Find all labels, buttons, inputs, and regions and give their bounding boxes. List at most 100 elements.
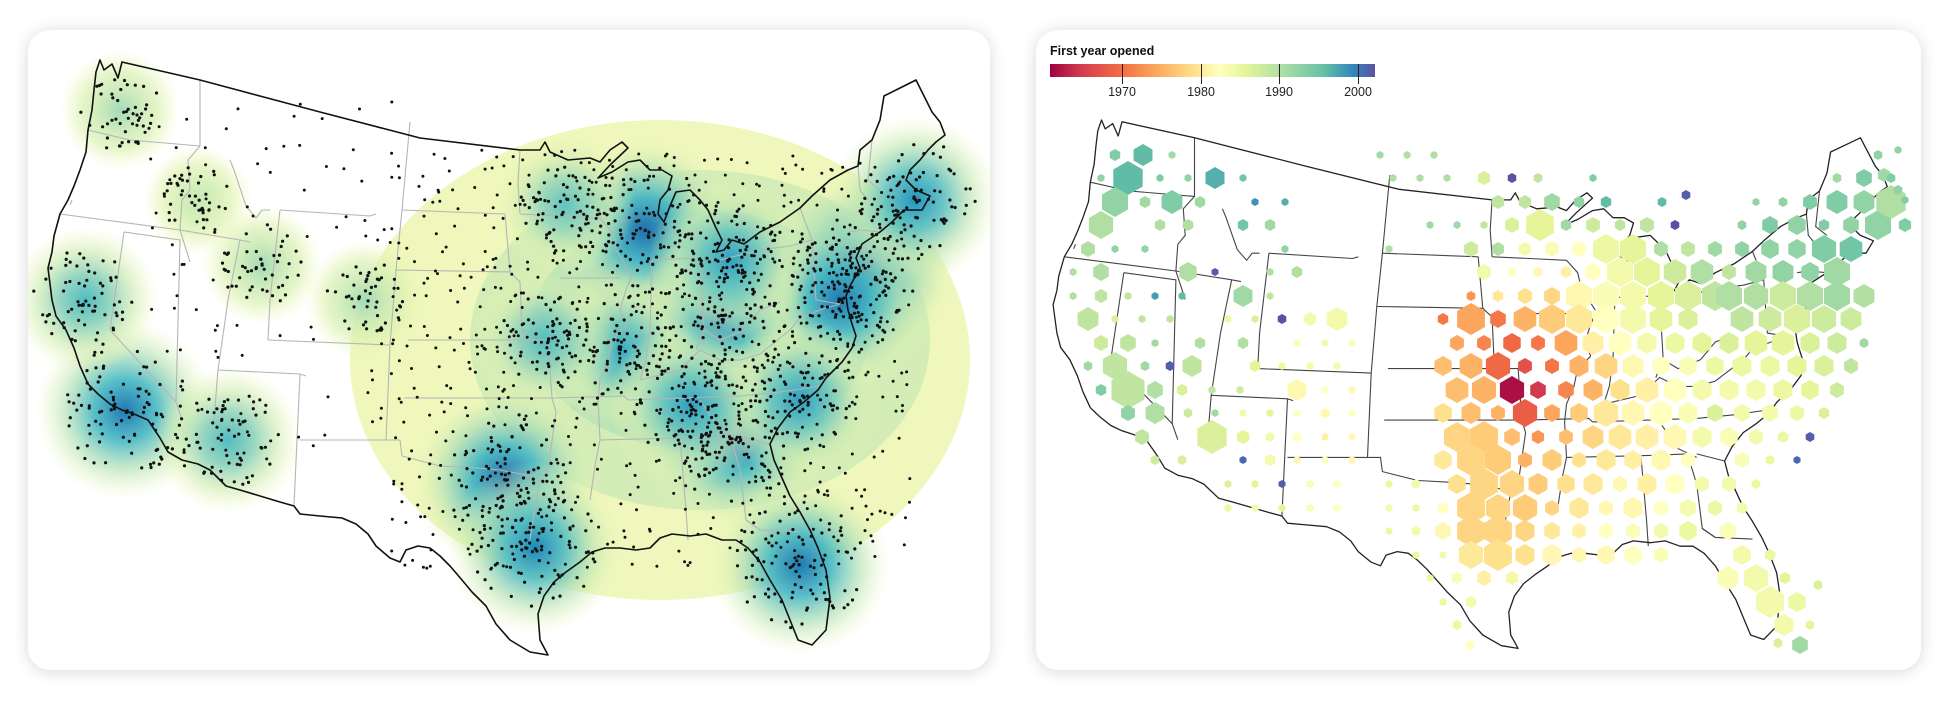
hexbin	[1505, 217, 1519, 233]
location-dot	[241, 482, 245, 486]
location-dot	[747, 445, 751, 449]
hexbin	[1326, 307, 1348, 331]
location-dot	[872, 245, 876, 249]
location-dot	[634, 310, 638, 313]
location-dot	[605, 244, 609, 248]
hexbin	[1679, 356, 1697, 376]
hexbin	[1620, 281, 1646, 311]
location-dot	[593, 560, 597, 564]
location-dot	[737, 422, 740, 426]
location-dot	[806, 447, 810, 451]
location-dot	[853, 547, 857, 551]
hexbin	[1477, 570, 1491, 586]
location-dot	[366, 391, 370, 395]
location-dot	[789, 200, 793, 204]
location-dot	[869, 282, 873, 286]
hexbin	[1720, 522, 1736, 540]
location-dot	[481, 504, 485, 509]
location-dot	[802, 500, 806, 504]
location-dot	[717, 314, 721, 318]
location-dot	[562, 370, 566, 374]
location-dot	[622, 183, 626, 187]
location-dot	[147, 126, 151, 130]
hexbin	[1570, 403, 1588, 423]
location-dot	[357, 296, 361, 300]
location-dot	[170, 447, 174, 451]
hexbin	[1183, 408, 1193, 418]
location-dot	[98, 281, 102, 285]
location-dot	[180, 178, 185, 182]
location-dot	[844, 285, 848, 289]
hexbin	[1593, 304, 1619, 334]
location-dot	[807, 363, 811, 368]
location-dot	[749, 404, 753, 409]
location-dot	[548, 551, 552, 555]
location-dot	[219, 438, 223, 442]
location-dot	[771, 239, 775, 243]
location-dot	[794, 163, 798, 167]
location-dot	[503, 351, 506, 355]
location-dot	[792, 256, 796, 260]
location-dot	[633, 179, 637, 184]
location-dot	[64, 280, 68, 285]
location-dot	[464, 485, 469, 489]
location-dot	[645, 206, 649, 210]
location-dot	[832, 283, 836, 287]
location-dot	[605, 362, 609, 366]
hexbin	[1665, 473, 1685, 495]
location-dot	[686, 563, 690, 567]
location-dot	[653, 213, 657, 217]
hexbin	[1788, 592, 1806, 612]
hexbin	[1512, 399, 1538, 427]
hexbin	[1168, 151, 1176, 159]
location-dot	[525, 486, 529, 491]
hexbin	[1663, 424, 1687, 450]
density-peak	[28, 227, 158, 373]
location-dot	[836, 329, 840, 334]
location-dot	[621, 209, 625, 213]
hexbin	[1572, 523, 1586, 539]
location-dot	[62, 321, 66, 325]
hexbin	[1893, 185, 1903, 195]
location-dot	[495, 193, 499, 197]
location-dot	[858, 246, 862, 250]
location-dot	[583, 175, 587, 179]
location-dot	[76, 300, 80, 304]
location-dot	[562, 330, 566, 334]
location-dot	[628, 462, 632, 466]
location-dot	[615, 303, 619, 307]
location-dot	[524, 538, 528, 542]
location-dot	[131, 112, 135, 116]
location-dot	[633, 387, 638, 391]
location-dot	[220, 410, 224, 414]
location-dot	[856, 311, 860, 315]
location-dot	[750, 563, 755, 568]
hexbin	[1873, 150, 1883, 160]
location-dot	[85, 381, 89, 385]
location-dot	[159, 412, 163, 416]
location-dot	[773, 592, 777, 596]
location-dot	[677, 384, 681, 388]
hexbin	[1773, 638, 1783, 648]
hexbin	[1559, 429, 1573, 445]
location-dot	[853, 226, 857, 230]
hexbin	[1466, 291, 1476, 301]
location-dot	[503, 423, 507, 427]
location-dot	[497, 397, 501, 401]
hexbin	[1654, 523, 1668, 539]
location-dot	[727, 257, 732, 261]
location-dot	[494, 503, 498, 508]
location-dot	[792, 393, 797, 397]
location-dot	[817, 314, 821, 318]
location-dot	[530, 550, 535, 554]
location-dot	[875, 179, 879, 183]
location-dot	[604, 176, 608, 179]
state-border	[279, 209, 377, 217]
location-dot	[703, 375, 707, 379]
state-border	[1640, 453, 1716, 538]
location-dot	[689, 412, 694, 416]
state-border	[599, 217, 633, 327]
location-dot	[775, 432, 779, 436]
location-dot	[503, 456, 507, 460]
location-dot	[531, 321, 535, 325]
